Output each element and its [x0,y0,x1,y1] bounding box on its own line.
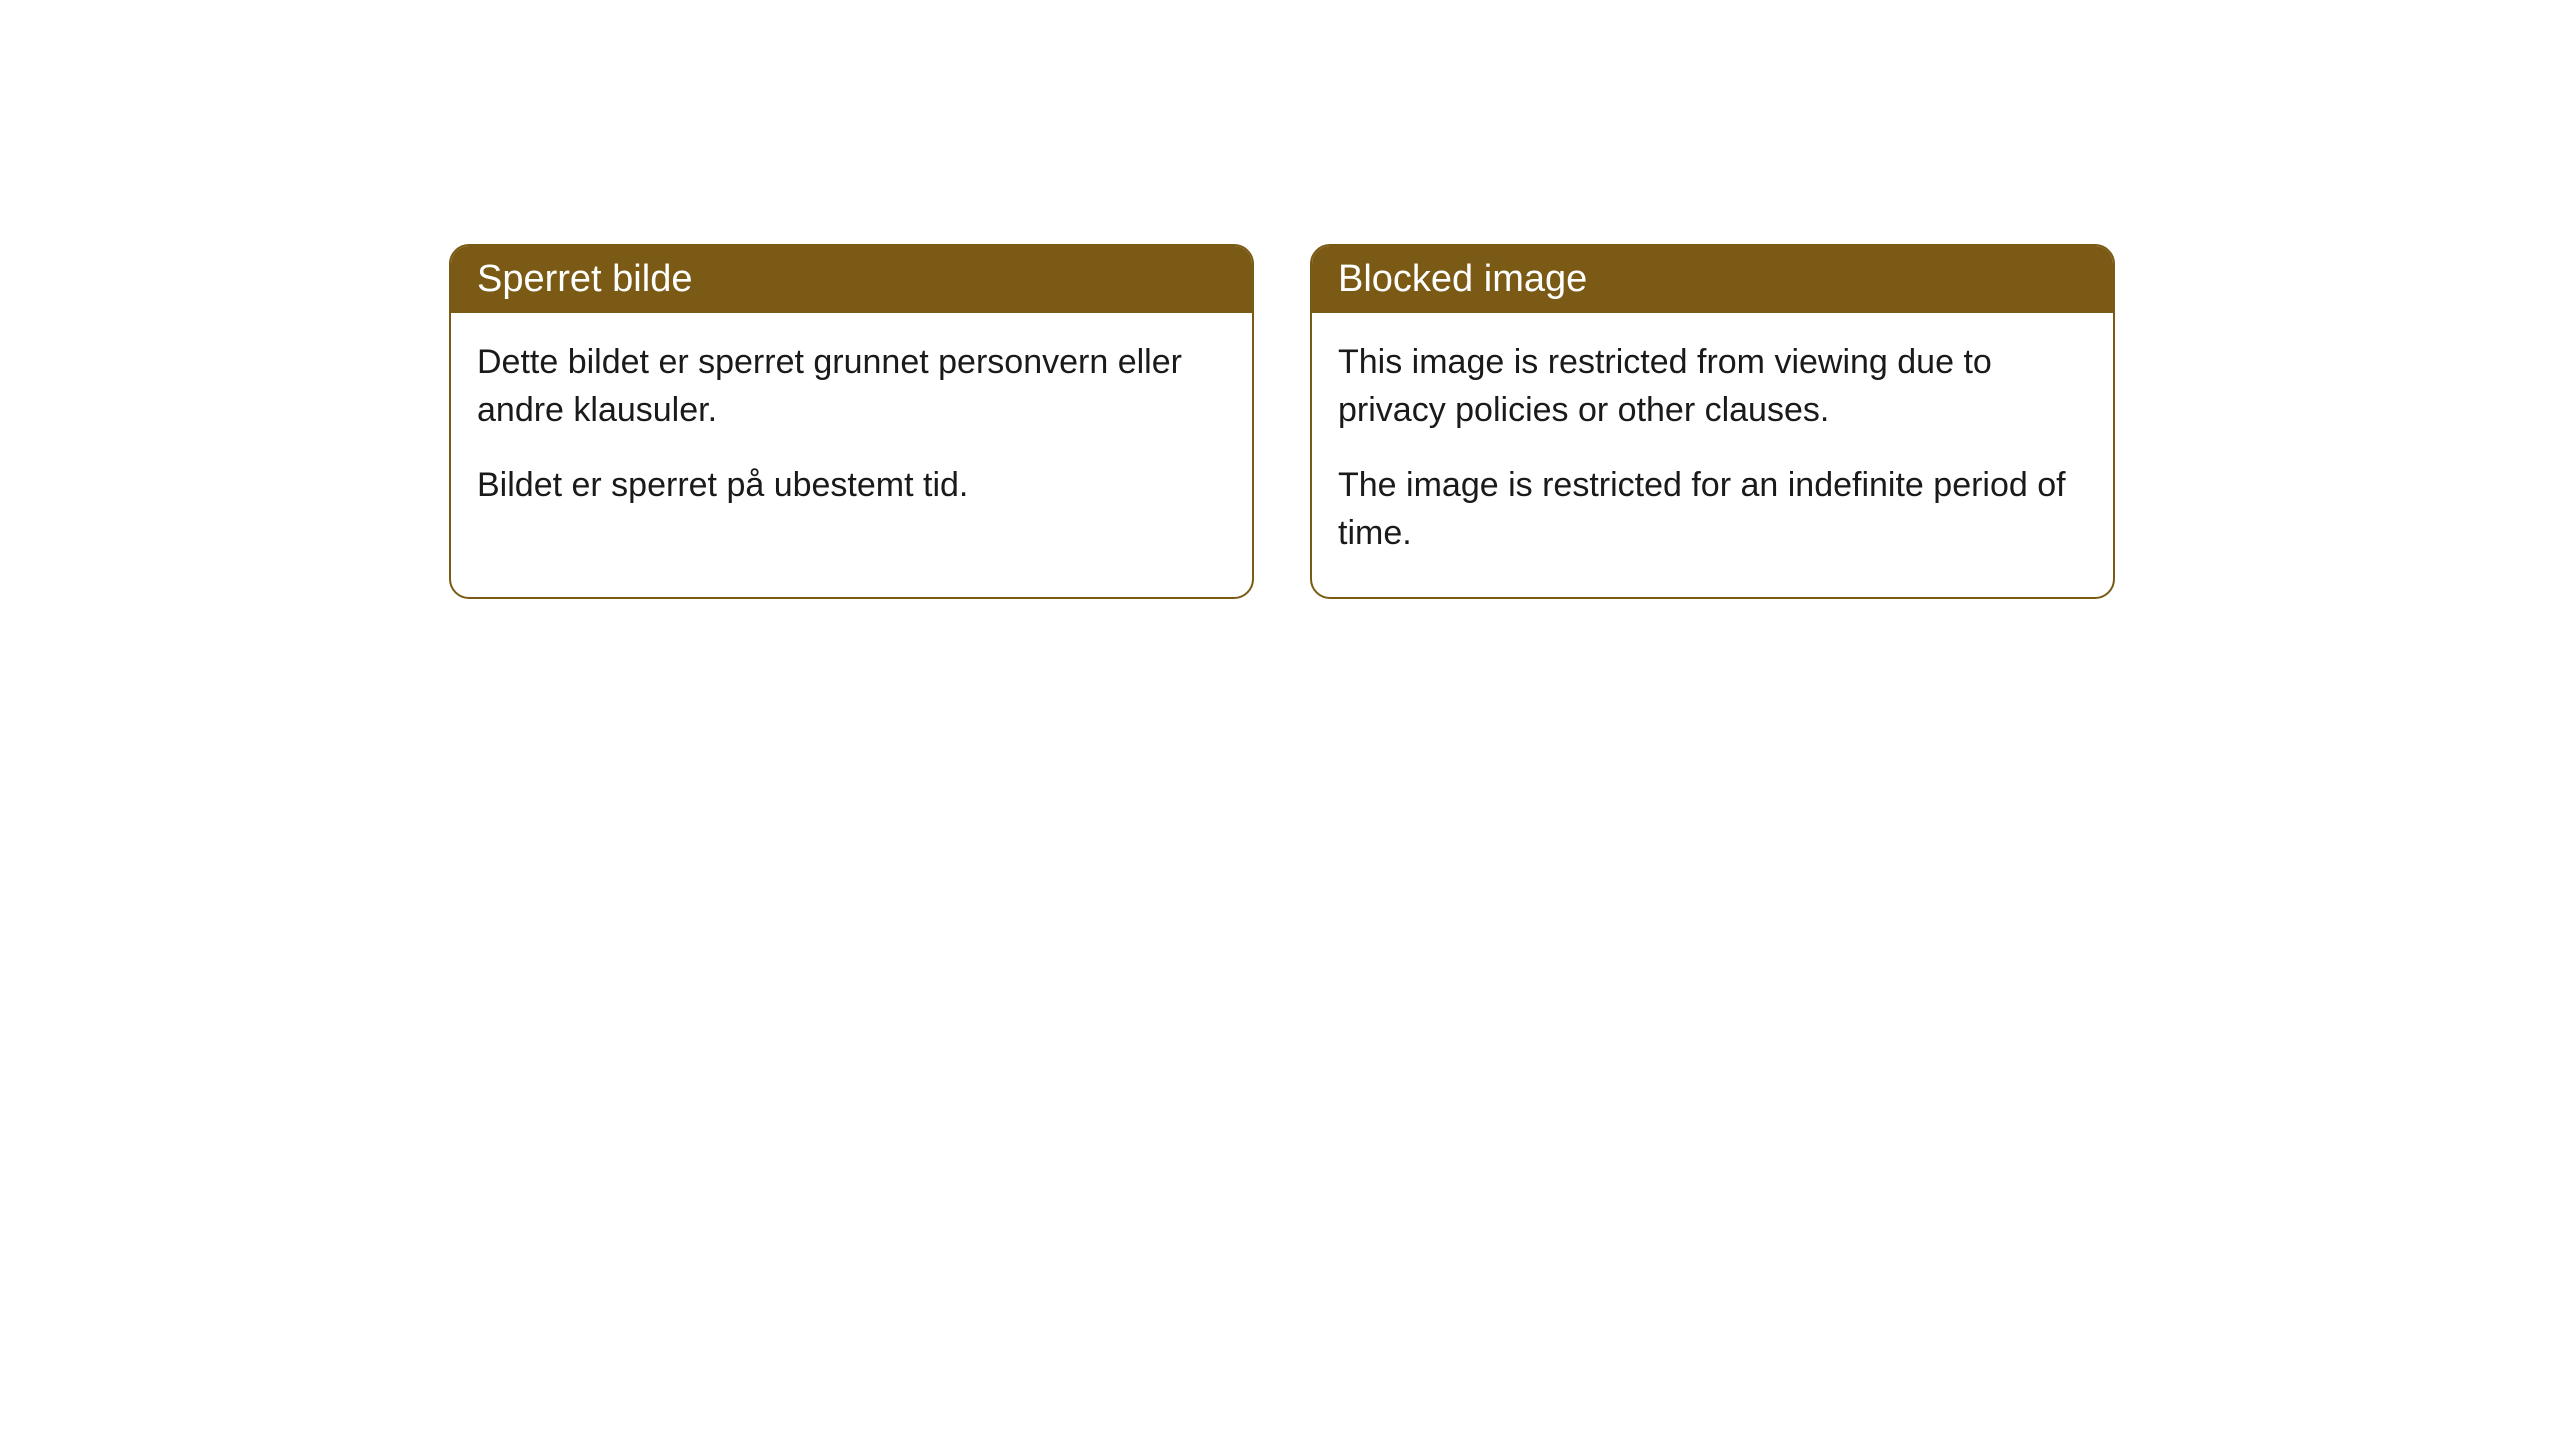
card-paragraph-1-en: This image is restricted from viewing du… [1338,339,2087,434]
cards-container: Sperret bilde Dette bildet er sperret gr… [449,244,2115,599]
blocked-image-card-no: Sperret bilde Dette bildet er sperret gr… [449,244,1254,599]
card-body-no: Dette bildet er sperret grunnet personve… [451,313,1252,550]
card-paragraph-1-no: Dette bildet er sperret grunnet personve… [477,339,1226,434]
card-paragraph-2-no: Bildet er sperret på ubestemt tid. [477,462,1226,510]
card-paragraph-2-en: The image is restricted for an indefinit… [1338,462,2087,557]
blocked-image-card-en: Blocked image This image is restricted f… [1310,244,2115,599]
card-header-no: Sperret bilde [451,246,1252,313]
card-body-en: This image is restricted from viewing du… [1312,313,2113,597]
card-header-en: Blocked image [1312,246,2113,313]
